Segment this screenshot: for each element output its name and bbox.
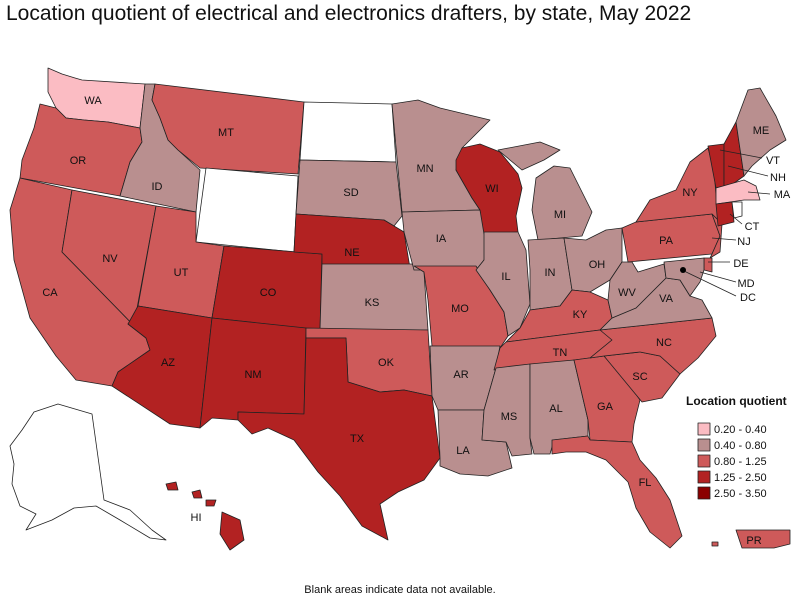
legend-item: 2.50 - 3.50 <box>697 486 767 500</box>
legend-swatch <box>697 470 711 484</box>
state-IL <box>475 231 531 337</box>
label-OK: OK <box>378 357 395 369</box>
label-ID: ID <box>152 181 163 193</box>
label-OR: OR <box>70 155 87 167</box>
state-FL <box>551 435 683 549</box>
state-RI <box>731 201 743 219</box>
label-NY: NY <box>682 187 698 199</box>
label-CO: CO <box>260 287 277 299</box>
state-NY <box>635 147 719 223</box>
state-TX <box>237 337 441 541</box>
label-KY: KY <box>573 309 588 321</box>
label-LA: LA <box>456 445 470 457</box>
label-KS: KS <box>365 297 380 309</box>
label-TN: TN <box>553 347 568 359</box>
label-MT: MT <box>218 127 234 139</box>
label-HI: HI <box>191 512 202 524</box>
state-CT <box>715 201 735 227</box>
state-WY <box>195 167 299 253</box>
label-IA: IA <box>436 233 447 245</box>
label-FL: FL <box>639 477 652 489</box>
state-labels: WA OR CA NV ID MT UT AZ CO NM TX NE SD K… <box>42 95 791 547</box>
state-NC <box>589 317 717 375</box>
label-IL: IL <box>501 271 510 283</box>
label-WI: WI <box>485 183 498 195</box>
legend-title: Location quotient <box>686 394 787 408</box>
legend-swatch <box>697 422 711 436</box>
legend: Location quotient 0.20 - 0.40 0.40 - 0.8… <box>686 394 787 500</box>
label-VA: VA <box>659 293 674 305</box>
state-PR <box>711 529 791 549</box>
state-IA <box>401 209 493 271</box>
label-MA: MA <box>774 189 791 201</box>
state-MI <box>497 141 593 241</box>
leader-lines <box>683 149 771 297</box>
legend-item: 0.80 - 1.25 <box>697 454 767 468</box>
state-HI <box>165 481 245 551</box>
label-DE: DE <box>733 258 748 270</box>
label-VT: VT <box>766 155 780 167</box>
label-MD: MD <box>737 278 754 290</box>
state-MD <box>663 257 705 297</box>
label-AZ: AZ <box>161 357 175 369</box>
state-ME <box>735 87 787 177</box>
label-SD: SD <box>343 187 358 199</box>
label-CA: CA <box>42 287 58 299</box>
state-DE <box>703 257 713 273</box>
map-title: Location quotient of electrical and elec… <box>6 2 692 25</box>
state-KS <box>319 263 429 331</box>
state-WI <box>455 143 523 235</box>
label-PR: PR <box>746 535 761 547</box>
legend-item: 0.20 - 0.40 <box>697 422 767 436</box>
label-AL: AL <box>549 403 562 415</box>
label-NM: NM <box>244 369 261 381</box>
label-TX: TX <box>350 433 365 445</box>
state-AK <box>9 403 167 541</box>
label-MN: MN <box>416 163 433 175</box>
legend-label: 1.25 - 2.50 <box>714 472 767 484</box>
label-PA: PA <box>659 235 674 247</box>
label-WA: WA <box>84 95 102 107</box>
label-MO: MO <box>451 303 469 315</box>
state-ND <box>299 101 397 163</box>
label-NE: NE <box>344 247 359 259</box>
legend-swatch <box>697 438 711 452</box>
label-NV: NV <box>102 253 118 265</box>
label-NC: NC <box>656 337 672 349</box>
legend-swatch <box>697 454 711 468</box>
footnote: Blank areas indicate data not available. <box>304 584 496 596</box>
label-GA: GA <box>597 401 614 413</box>
label-CT: CT <box>745 221 760 233</box>
label-DC: DC <box>740 292 756 304</box>
legend-label: 2.50 - 3.50 <box>714 488 767 500</box>
label-SC: SC <box>632 371 647 383</box>
legend-label: 0.20 - 0.40 <box>714 424 767 436</box>
label-WV: WV <box>618 287 636 299</box>
legend-item: 1.25 - 2.50 <box>697 470 767 484</box>
legend-swatch <box>697 486 711 500</box>
label-MS: MS <box>501 411 518 423</box>
label-UT: UT <box>174 267 189 279</box>
label-MI: MI <box>554 209 566 221</box>
legend-item: 0.40 - 0.80 <box>697 438 767 452</box>
state-NH <box>723 121 745 187</box>
dc-marker <box>680 267 686 273</box>
label-NH: NH <box>770 172 786 184</box>
label-NJ: NJ <box>737 236 750 248</box>
legend-label: 0.40 - 0.80 <box>714 440 767 452</box>
label-OH: OH <box>589 259 606 271</box>
label-AR: AR <box>453 369 468 381</box>
legend-label: 0.80 - 1.25 <box>714 456 767 468</box>
label-IN: IN <box>545 267 556 279</box>
label-ME: ME <box>753 125 770 137</box>
